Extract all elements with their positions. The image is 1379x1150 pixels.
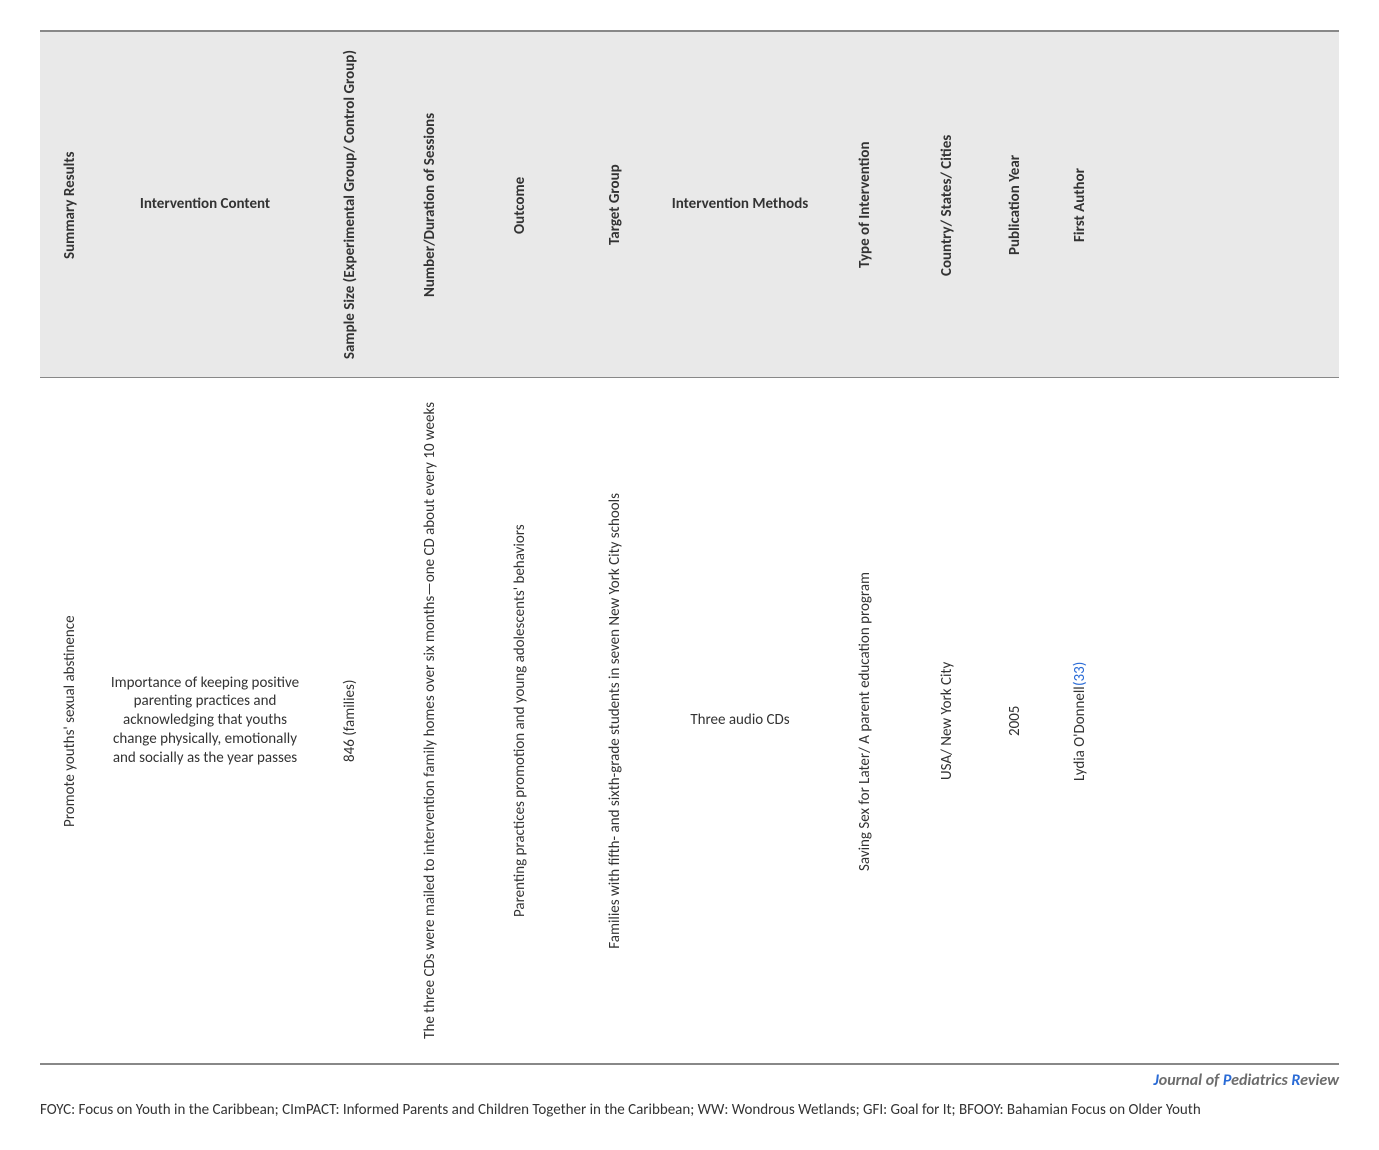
cell-target: Families with fifth- and sixth-grade stu… xyxy=(570,378,660,1063)
cell-sample: 846 (families) xyxy=(310,378,390,1063)
data-table: Summary Results Intervention Content Sam… xyxy=(40,30,1339,1065)
journal-title: Journal of Pediatrics Review xyxy=(40,1071,1339,1090)
cell-sessions: The three CDs were mailed to interventio… xyxy=(390,378,470,1063)
col-header-summary: Summary Results xyxy=(40,32,100,377)
col-header-methods: Intervention Methods xyxy=(660,32,820,377)
cell-country: USA/ New York City xyxy=(910,378,985,1063)
author-name: Lydia O'Donnell xyxy=(1071,685,1090,780)
col-header-sessions: Number/Duration of Sessions xyxy=(390,32,470,377)
table-row: Promote youths' sexual abstinence Import… xyxy=(40,378,1339,1063)
cell-type: Saving Sex for Later/ A parent education… xyxy=(820,378,910,1063)
col-header-country: Country/ States/ Cities xyxy=(910,32,985,377)
author-ref-link[interactable]: (33) xyxy=(1071,661,1090,685)
table-footnote: FOYC: Focus on Youth in the Caribbean; C… xyxy=(40,1100,1339,1120)
col-header-content: Intervention Content xyxy=(100,32,310,377)
col-header-outcome: Outcome xyxy=(470,32,570,377)
col-header-author: First Author xyxy=(1045,32,1115,377)
cell-summary: Promote youths' sexual abstinence xyxy=(40,378,100,1063)
col-header-sample: Sample Size (Experimental Group/ Control… xyxy=(310,32,390,377)
cell-content: Importance of keeping positive parenting… xyxy=(100,378,310,1063)
col-header-target: Target Group xyxy=(570,32,660,377)
cell-author: Lydia O'Donnell (33) xyxy=(1045,378,1115,1063)
cell-methods: Three audio CDs xyxy=(660,378,820,1063)
col-header-type: Type of Intervention xyxy=(820,32,910,377)
col-header-year: Publication Year xyxy=(985,32,1045,377)
cell-outcome: Parenting practices promotion and young … xyxy=(470,378,570,1063)
table-header-row: Summary Results Intervention Content Sam… xyxy=(40,32,1339,378)
cell-year: 2005 xyxy=(985,378,1045,1063)
